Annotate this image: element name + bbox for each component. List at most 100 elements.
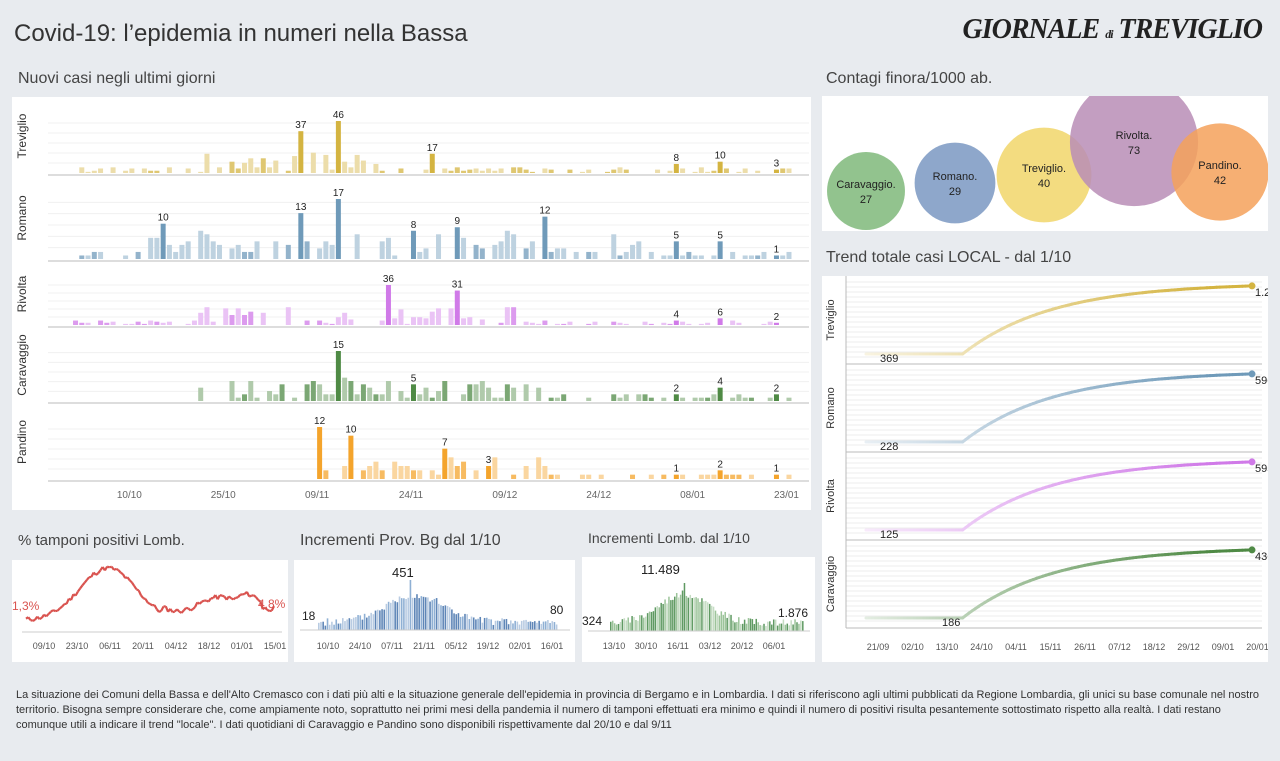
bar-prov-bg — [551, 621, 554, 630]
x-tick: 24/10 — [970, 642, 993, 652]
positivity-line — [180, 609, 185, 614]
x-tick: 05/12 — [445, 641, 468, 651]
bar-pandino — [717, 470, 723, 479]
bar-lomb — [654, 607, 657, 631]
bar-romano — [730, 251, 736, 259]
positivity-line — [201, 599, 205, 603]
bar-lomb — [652, 611, 655, 631]
positivity-line — [95, 572, 99, 576]
bar-pandino — [417, 470, 423, 479]
bubble-name: Romano. — [933, 171, 978, 183]
x-tick: 02/10 — [901, 642, 924, 652]
bar-label: 17 — [427, 143, 439, 154]
bar-lomb — [695, 597, 697, 631]
bar-prov-bg — [374, 610, 377, 630]
start-label: 228 — [880, 441, 898, 453]
positivity-line — [255, 596, 260, 601]
positivity-line — [110, 566, 115, 571]
bar-romano — [479, 248, 485, 259]
bar-treviglio — [79, 167, 85, 173]
positivity-line — [106, 565, 110, 569]
bar-rivolta — [498, 322, 504, 325]
bar-romano — [742, 255, 748, 259]
bar-treviglio — [379, 170, 385, 173]
bar-treviglio — [717, 161, 723, 173]
x-tick: 09/12 — [492, 490, 517, 501]
bar-treviglio — [335, 121, 341, 173]
bar-treviglio — [292, 156, 298, 173]
positivity-line — [115, 567, 119, 572]
bar-caravaggio — [673, 394, 679, 401]
per1000-panel: Caravaggio. 27 Romano. 29 Treviglio. 40 Rivolt… — [822, 96, 1268, 231]
bar-lomb — [743, 619, 746, 631]
tamponi-title: % tamponi positivi Lomb. — [18, 532, 185, 549]
bar-romano — [298, 213, 304, 259]
bar-caravaggio — [742, 397, 748, 401]
bar-caravaggio — [536, 387, 542, 401]
bar-caravaggio — [736, 394, 742, 401]
bar-romano — [273, 241, 279, 259]
bar-caravaggio — [467, 384, 473, 401]
bar-lomb — [633, 617, 635, 631]
bar-pandino — [786, 474, 792, 479]
bar-pandino — [554, 474, 560, 479]
bar-prov-bg — [470, 616, 473, 630]
bar-lomb — [802, 621, 804, 631]
bar-romano — [248, 251, 254, 259]
bar-pandino — [598, 474, 604, 479]
bar-romano — [667, 255, 673, 259]
bar-treviglio — [248, 158, 254, 173]
x-tick: 13/10 — [603, 641, 626, 651]
bubble-name: Treviglio. — [1022, 163, 1066, 175]
bar-caravaggio — [254, 397, 260, 401]
bar-caravaggio — [398, 391, 404, 401]
bar-romano — [160, 223, 166, 259]
bar-rivolta — [110, 321, 116, 325]
positivity-line — [79, 584, 84, 590]
bar-lomb — [767, 621, 769, 631]
bar-treviglio — [473, 168, 479, 173]
bar-prov-bg — [324, 625, 327, 630]
bar-caravaggio — [367, 387, 373, 401]
bar-treviglio — [323, 154, 329, 173]
bar-romano — [185, 241, 191, 259]
bar-treviglio — [204, 153, 210, 173]
new-cases-panel: Treviglio 37 46 17 8 10 3 Romano 10 13 17 8 9 12 5 5 1 Ri… — [12, 97, 811, 510]
positivity-line — [266, 608, 270, 612]
bar-rivolta — [767, 321, 773, 325]
bar-prov-bg — [448, 607, 451, 630]
bar-rivolta — [680, 321, 686, 325]
bubble-romano — [914, 142, 996, 224]
bar-rivolta — [642, 321, 648, 325]
bar-pandino — [410, 470, 416, 479]
trend-panel: Treviglio 1.240 369 Romano 596 228 Rivolta 595 1… — [822, 276, 1280, 662]
x-tick: 23/01 — [774, 490, 799, 501]
bar-romano — [548, 251, 554, 259]
bar-treviglio — [360, 160, 366, 173]
bar-lomb — [720, 611, 723, 631]
bar-prov-bg — [542, 621, 545, 630]
bar-caravaggio — [354, 394, 360, 401]
bar-caravaggio — [617, 397, 623, 401]
bar-prov-bg — [390, 602, 392, 630]
bar-rivolta — [648, 323, 654, 325]
bar-romano — [91, 251, 97, 259]
bar-treviglio — [454, 167, 460, 173]
bar-prov-bg — [468, 619, 471, 630]
bar-rivolta — [773, 322, 779, 325]
bar-prov-bg — [510, 620, 512, 630]
bar-lomb — [650, 611, 653, 631]
bar-treviglio — [185, 168, 191, 173]
bar-lomb — [648, 611, 651, 631]
bar-lomb — [687, 597, 690, 631]
positivity-line — [74, 591, 79, 597]
bar-treviglio — [285, 170, 291, 173]
bar-prov-bg — [424, 597, 427, 630]
bar-prov-bg — [531, 622, 534, 630]
bar-romano — [329, 244, 335, 259]
bar-rivolta — [398, 309, 404, 325]
bar-rivolta — [404, 323, 410, 325]
x-tick: 01/01 — [231, 641, 254, 651]
end-label: 436 — [1255, 551, 1268, 563]
